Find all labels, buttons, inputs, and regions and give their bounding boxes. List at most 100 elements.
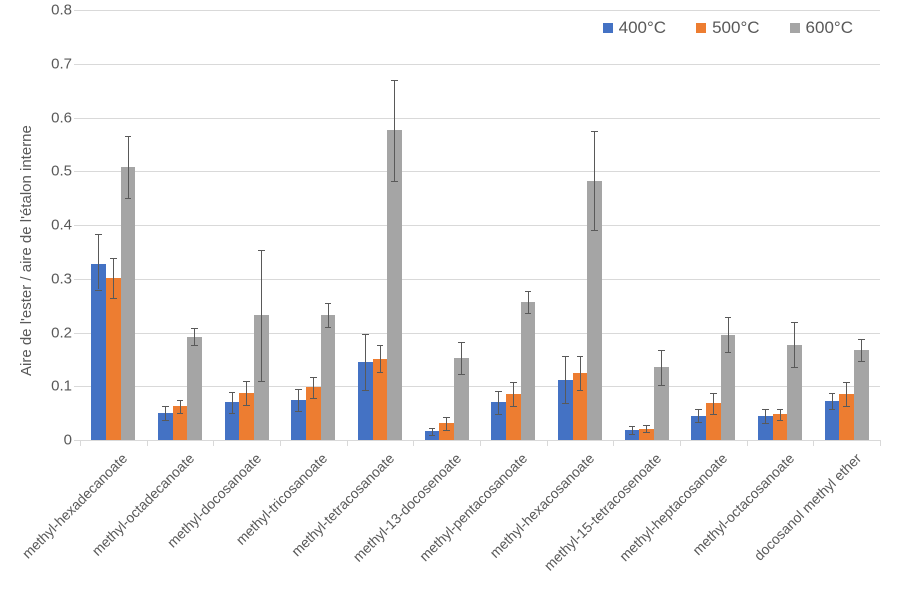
x-tick-mark xyxy=(280,440,281,446)
error-bar-stem xyxy=(498,391,499,414)
error-bar-cap xyxy=(243,405,250,406)
bar xyxy=(106,278,121,440)
error-bar-stem xyxy=(232,392,233,414)
error-bar-cap xyxy=(843,382,850,383)
error-bar-cap xyxy=(829,393,836,394)
error-bar-cap xyxy=(95,290,102,291)
x-tick-label: methyl-octacosanoate xyxy=(645,450,798,603)
error-bar-stem xyxy=(261,250,262,381)
error-bar-cap xyxy=(229,413,236,414)
gridline xyxy=(80,225,880,226)
x-tick-mark xyxy=(80,440,81,446)
error-bar-stem xyxy=(313,377,314,399)
error-bar-cap xyxy=(125,136,132,137)
error-bar-cap xyxy=(658,385,665,386)
gridline xyxy=(80,64,880,65)
error-bar-cap xyxy=(310,377,317,378)
error-bar-cap xyxy=(391,80,398,81)
error-bar-stem xyxy=(794,322,795,367)
bar xyxy=(854,350,869,440)
error-bar-stem xyxy=(328,303,329,327)
error-bar-stem xyxy=(365,334,366,390)
error-bar-stem xyxy=(180,400,181,413)
error-bar-stem xyxy=(98,234,99,289)
x-tick-mark xyxy=(747,440,748,446)
x-tick-mark xyxy=(480,440,481,446)
plot-area xyxy=(80,10,880,440)
error-bar-cap xyxy=(295,389,302,390)
y-tick-label: 0.3 xyxy=(44,270,72,287)
error-bar-stem xyxy=(698,409,699,422)
error-bar-cap xyxy=(577,356,584,357)
error-bar-cap xyxy=(177,400,184,401)
error-bar-cap xyxy=(325,327,332,328)
x-tick-mark xyxy=(680,440,681,446)
x-tick-mark xyxy=(347,440,348,446)
error-bar-cap xyxy=(710,414,717,415)
error-bar-stem xyxy=(861,339,862,361)
error-bar-stem xyxy=(832,393,833,409)
error-bar-stem xyxy=(246,381,247,405)
gridline xyxy=(80,171,880,172)
error-bar-stem xyxy=(780,409,781,420)
error-bar-stem xyxy=(580,356,581,390)
error-bar-stem xyxy=(165,406,166,420)
y-tick-label: 0.6 xyxy=(44,109,72,126)
error-bar-cap xyxy=(695,422,702,423)
error-bar-cap xyxy=(258,381,265,382)
error-bar-cap xyxy=(191,345,198,346)
error-bar-cap xyxy=(495,391,502,392)
error-bar-cap xyxy=(791,322,798,323)
error-bar-cap xyxy=(725,352,732,353)
error-bar-cap xyxy=(591,230,598,231)
y-tick-mark xyxy=(74,386,80,387)
error-bar-cap xyxy=(762,409,769,410)
error-bar-stem xyxy=(513,382,514,406)
y-tick-label: 0.4 xyxy=(44,217,72,234)
y-tick-label: 0.7 xyxy=(44,55,72,72)
error-bar-stem xyxy=(713,393,714,415)
gridline xyxy=(80,279,880,280)
error-bar-cap xyxy=(391,181,398,182)
error-bar-cap xyxy=(777,409,784,410)
error-bar-cap xyxy=(562,356,569,357)
error-bar-cap xyxy=(429,428,436,429)
x-tick-label: methyl-hexacosanoate xyxy=(445,450,598,603)
error-bar-cap xyxy=(791,367,798,368)
error-bar-stem xyxy=(846,382,847,406)
error-bar-cap xyxy=(377,345,384,346)
bar xyxy=(121,167,136,440)
gridline xyxy=(80,118,880,119)
error-bar-cap xyxy=(125,198,132,199)
error-bar-cap xyxy=(443,430,450,431)
error-bar-stem xyxy=(632,426,633,434)
error-bar-cap xyxy=(629,434,636,435)
error-bar-cap xyxy=(510,382,517,383)
error-bar-stem xyxy=(461,342,462,374)
error-bar-cap xyxy=(429,435,436,436)
x-tick-mark xyxy=(613,440,614,446)
y-tick-label: 0.2 xyxy=(44,324,72,341)
y-tick-label: 0.5 xyxy=(44,163,72,180)
error-bar-cap xyxy=(843,406,850,407)
error-bar-cap xyxy=(858,361,865,362)
bar xyxy=(521,302,536,440)
x-tick-mark xyxy=(213,440,214,446)
error-bar-cap xyxy=(443,417,450,418)
error-bar-cap xyxy=(643,432,650,433)
error-bar-stem xyxy=(594,131,595,230)
y-tick-mark xyxy=(74,225,80,226)
y-tick-label: 0.1 xyxy=(44,378,72,395)
error-bar-cap xyxy=(177,413,184,414)
x-tick-mark xyxy=(880,440,881,446)
error-bar-cap xyxy=(495,414,502,415)
error-bar-stem xyxy=(432,428,433,436)
bar xyxy=(321,315,336,440)
y-tick-mark xyxy=(74,333,80,334)
error-bar-stem xyxy=(446,417,447,430)
error-bar-cap xyxy=(591,131,598,132)
error-bar-cap xyxy=(110,298,117,299)
bar xyxy=(187,337,202,440)
error-bar-stem xyxy=(661,350,662,384)
error-bar-stem xyxy=(113,258,114,298)
